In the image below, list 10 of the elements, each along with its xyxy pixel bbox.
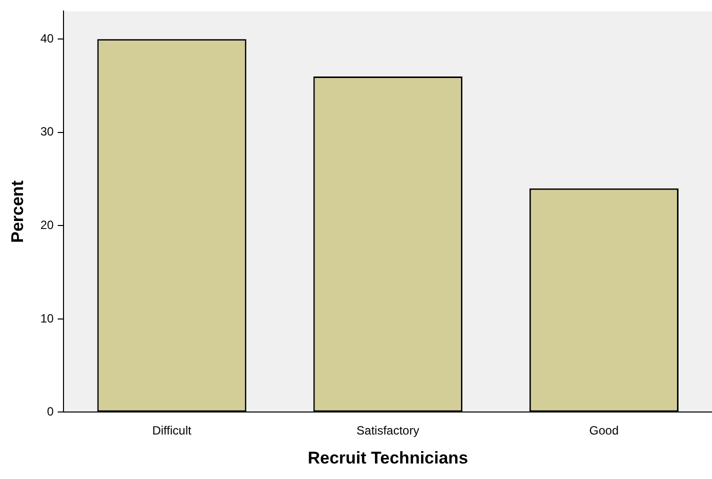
x-tick-label: Satisfactory: [356, 424, 420, 438]
x-tick-label: Difficult: [152, 424, 192, 438]
y-axis-title: Percent: [8, 180, 27, 243]
y-tick-label: 0: [47, 404, 54, 419]
x-tick-label: Good: [589, 424, 619, 438]
x-axis-title: Recruit Technicians: [308, 448, 468, 468]
y-tick-label: 10: [40, 311, 54, 326]
y-tick-label: 40: [40, 31, 54, 46]
y-tick-label: 20: [40, 218, 54, 232]
y-tick-label: 30: [40, 124, 54, 139]
